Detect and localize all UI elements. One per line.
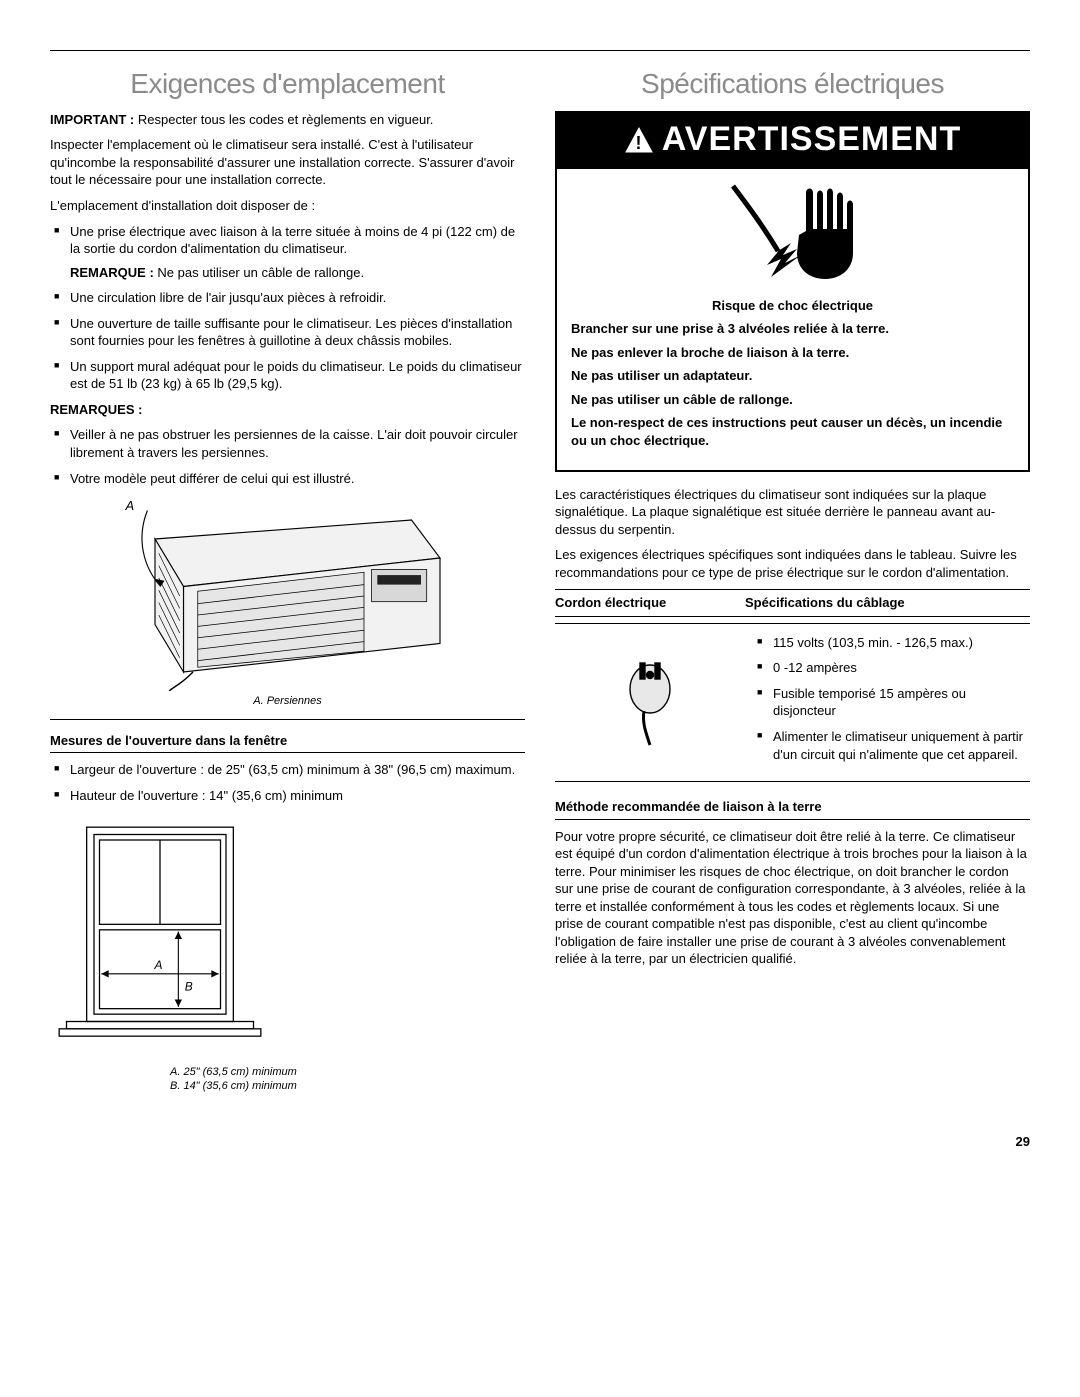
plug-icon: [620, 657, 680, 747]
window-dim-list: Largeur de l'ouverture : de 25" (63,5 cm…: [50, 761, 525, 804]
right-p2: Les exigences électriques spécifiques so…: [555, 546, 1030, 581]
svg-text:!: !: [635, 133, 642, 153]
warn-line: Ne pas utiliser un câble de rallonge.: [571, 391, 1014, 409]
warn-line: Brancher sur une prise à 3 alvéoles reli…: [571, 320, 1014, 338]
warning-box: ! AVERTISSEMENT Risque de choc électriqu…: [555, 111, 1030, 472]
right-heading: Spécifications électriques: [555, 65, 1030, 103]
rule: [50, 719, 525, 720]
warning-body: Risque de choc électrique Brancher sur u…: [557, 289, 1028, 470]
spec-cell: 115 volts (103,5 min. - 126,5 max.) 0 -1…: [745, 624, 1030, 781]
left-column: Exigences d'emplacement IMPORTANT : Resp…: [50, 65, 525, 1093]
bullet-item: Largeur de l'ouverture : de 25" (63,5 cm…: [50, 761, 525, 779]
tbl-h2: Spécifications du câblage: [745, 594, 1030, 612]
plug-cell: [555, 624, 745, 781]
two-column-layout: Exigences d'emplacement IMPORTANT : Resp…: [50, 65, 1030, 1093]
window-illustration: A B: [50, 819, 270, 1059]
spec-item: 115 volts (103,5 min. - 126,5 max.): [753, 634, 1026, 652]
warning-title-bar: ! AVERTISSEMENT: [557, 113, 1028, 169]
fig1-caption: A. Persiennes: [50, 694, 525, 709]
warning-title-text: AVERTISSEMENT: [662, 117, 962, 163]
shock-hand-icon: [723, 181, 863, 281]
svg-text:A: A: [154, 958, 163, 972]
remarques-label: REMARQUES :: [50, 401, 525, 419]
left-p2: L'emplacement d'installation doit dispos…: [50, 197, 525, 215]
fig2-caption-A: A. 25" (63,5 cm) minimum: [170, 1065, 525, 1079]
warn-line: Ne pas utiliser un adaptateur.: [571, 367, 1014, 385]
ground-paragraph: Pour votre propre sécurité, ce climatise…: [555, 828, 1030, 968]
bullet-item: Une prise électrique avec liaison à la t…: [50, 223, 525, 282]
bullet-item: Veiller à ne pas obstruer les persiennes…: [50, 426, 525, 461]
fig1-label-A: A: [126, 497, 135, 515]
top-rule: [50, 50, 1030, 51]
bullet-list-1: Une prise électrique avec liaison à la t…: [50, 223, 525, 393]
alert-triangle-icon: !: [624, 126, 654, 154]
important-text: Respecter tous les codes et règlements e…: [138, 112, 434, 127]
right-column: Spécifications électriques ! AVERTISSEME…: [555, 65, 1030, 1093]
subhead-ground: Méthode recommandée de liaison à la terr…: [555, 798, 1030, 820]
spec-table-row: 115 volts (103,5 min. - 126,5 max.) 0 -1…: [555, 623, 1030, 782]
fig2-caption-B: B. 14" (35,6 cm) minimum: [170, 1079, 525, 1093]
svg-text:B: B: [185, 979, 193, 993]
spec-item: Alimenter le climatiseur uniquement à pa…: [753, 728, 1026, 763]
important-label: IMPORTANT :: [50, 112, 138, 127]
fig2-captions: A. 25" (63,5 cm) minimum B. 14" (35,6 cm…: [50, 1065, 525, 1094]
spec-table-header: Cordon électrique Spécifications du câbl…: [555, 589, 1030, 617]
warning-risk-line: Risque de choc électrique: [571, 297, 1014, 315]
remarques-list: Veiller à ne pas obstruer les persiennes…: [50, 426, 525, 487]
bullet-item: Une ouverture de taille suffisante pour …: [50, 315, 525, 350]
spec-item: 0 -12 ampères: [753, 659, 1026, 677]
bullet-item: Un support mural adéquat pour le poids d…: [50, 358, 525, 393]
bullet-text: Une prise électrique avec liaison à la t…: [70, 224, 515, 257]
bullet-item: Hauteur de l'ouverture : 14" (35,6 cm) m…: [50, 787, 525, 805]
subhead-mesures: Mesures de l'ouverture dans la fenêtre: [50, 732, 525, 754]
ac-figure: A: [118, 501, 458, 691]
window-figure: A B: [50, 819, 525, 1059]
left-heading: Exigences d'emplacement: [50, 65, 525, 103]
bullet-item: Votre modèle peut différer de celui qui …: [50, 470, 525, 488]
tbl-h1: Cordon électrique: [555, 594, 745, 612]
spec-item: Fusible temporisé 15 ampères ou disjonct…: [753, 685, 1026, 720]
right-p1: Les caractéristiques électriques du clim…: [555, 486, 1030, 539]
bullet-item: Une circulation libre de l'air jusqu'aux…: [50, 289, 525, 307]
warn-line: Ne pas enlever la broche de liaison à la…: [571, 344, 1014, 362]
remarque-inline: REMARQUE : Ne pas utiliser un câble de r…: [70, 264, 525, 282]
ac-unit-illustration: [118, 501, 458, 691]
warn-line: Le non-respect de ces instructions peut …: [571, 414, 1014, 449]
left-p1: Inspecter l'emplacement où le climatiseu…: [50, 136, 525, 189]
page-number: 29: [50, 1133, 1030, 1151]
important-line: IMPORTANT : Respecter tous les codes et …: [50, 111, 525, 129]
